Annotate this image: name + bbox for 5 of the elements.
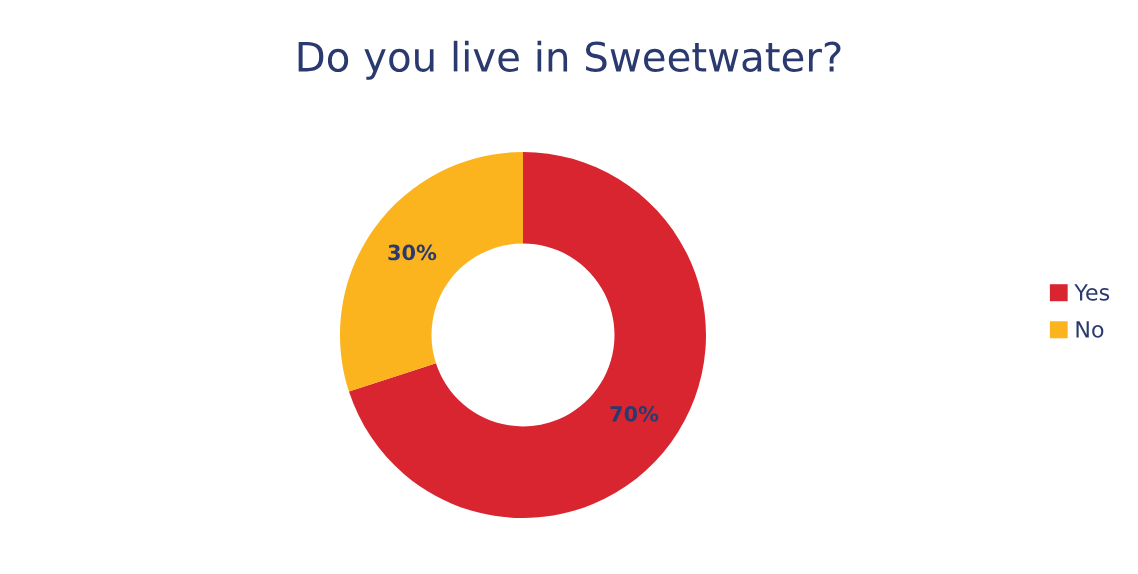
data-label: 70% [610,405,659,422]
chart-title: Do you live in Sweetwater? [298,40,841,80]
legend-label: No [1076,321,1104,338]
legend-label: Yes [1074,284,1110,301]
data-label: 30% [388,244,437,261]
